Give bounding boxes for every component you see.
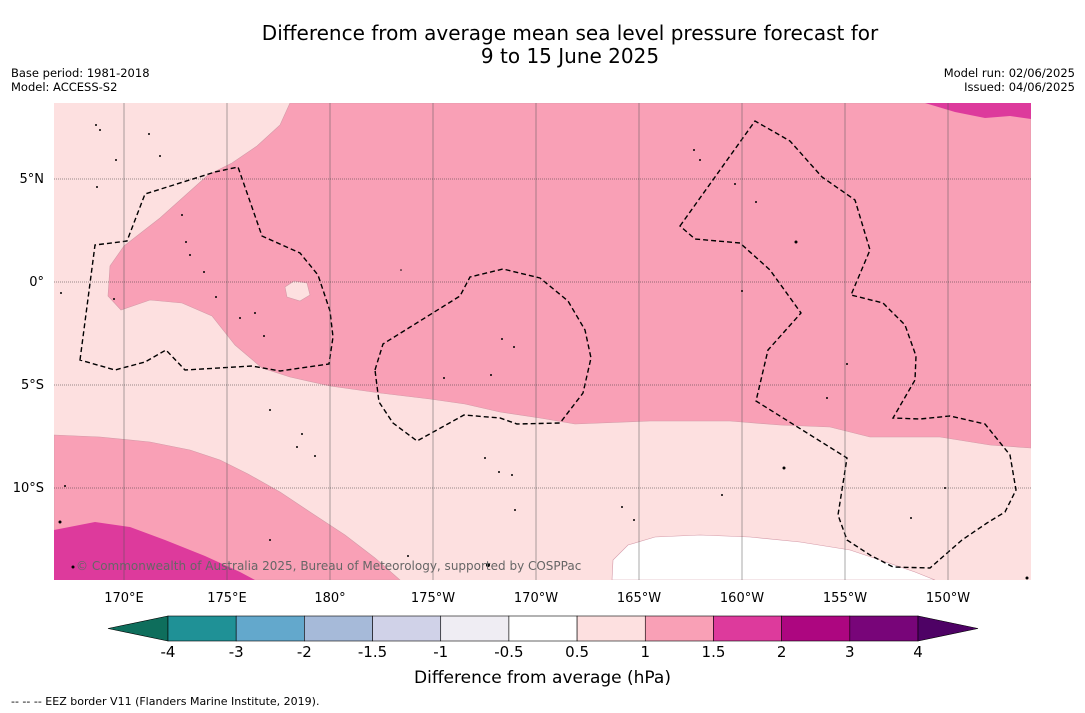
issued-text: Issued: 04/06/2025 [964,80,1075,94]
colorbar-tick-label: 1 [640,643,651,661]
colorbar-box [167,615,237,642]
lon-label: 175°E [207,591,247,606]
band-1-5-to-2-southwest [54,522,255,580]
lon-label: 175°W [411,591,455,606]
colorbar-tick-label: 0.5 [565,643,590,661]
colorbar-tick-label: 2 [776,643,787,661]
eez-footnote: -- -- -- EEZ border V11 (Flanders Marine… [11,695,320,708]
lon-label: 160°W [720,591,764,606]
map-area: © Commonwealth of Australia 2025, Bureau… [54,103,1031,580]
colorbar [107,615,979,642]
colorbar-tick-label: -1.5 [357,643,388,661]
title-line-1: Difference from average mean sea level p… [261,21,879,45]
colorbar-box [781,615,851,642]
colorbar-tick-label: -1 [433,643,449,661]
colorbar-tick-label: -4 [160,643,176,661]
model-run-text: Model run: 02/06/2025 [943,66,1075,80]
model-text: Model: ACCESS-S2 [11,80,118,94]
colorbar-box [304,615,373,642]
band-below-0-5-south [611,534,936,580]
lat-label: 5°N [20,172,45,187]
lat-label: 10°S [13,481,44,496]
lon-label: 180° [314,591,345,606]
lat-label: 0° [29,275,44,290]
colorbar-box [849,615,919,642]
lon-label: 165°W [617,591,661,606]
title-line-2: 9 to 15 June 2025 [480,44,660,68]
colorbar-box [440,615,510,642]
colorbar-tick-label: 1.5 [701,643,726,661]
colorbar-tick-label: -0.5 [494,643,524,661]
band-1-5-to-2-northeast [925,103,1031,119]
colorbar-tick-label: -2 [296,643,312,661]
colorbar-tick-label: -3 [228,643,244,661]
colorbar-box [576,615,646,642]
lon-label: 170°W [514,591,558,606]
islands [58,124,1029,580]
colorbar-tick-label: 3 [845,643,855,661]
band-0-5-to-1-island [284,280,311,302]
longitude-labels: 170°E 175°E 180° 175°W 170°W 165°W 160°W… [104,591,970,606]
colorbar-label: Difference from average (hPa) [414,668,671,688]
colorbar-extend-high [917,615,979,642]
colorbar-box [235,615,305,642]
base-period-text: Base period: 1981-2018 [11,66,150,80]
map-title: Difference from average mean sea level p… [0,22,1085,68]
colorbar-box [508,615,578,642]
copyright-notice: © Commonwealth of Australia 2025, Bureau… [76,559,581,573]
lon-label: 150°W [926,591,970,606]
lat-label: 5°S [21,378,44,393]
lon-label: 155°W [823,591,867,606]
colorbar-box [644,615,714,642]
colorbar-tick-label: 4 [913,643,923,661]
colorbar-box [713,615,782,642]
colorbar-extend-low [107,615,169,642]
meta-left: Base period: 1981-2018 Model: ACCESS-S2 [11,66,150,94]
latitude-lines [54,178,1031,489]
colorbar-box [372,615,442,642]
graticule [123,103,949,580]
meta-right: Model run: 02/06/2025 Issued: 04/06/2025 [944,66,1075,94]
latitude-labels: 5°N 0° 5°S 10°S [13,172,44,496]
lon-label: 170°E [104,591,144,606]
